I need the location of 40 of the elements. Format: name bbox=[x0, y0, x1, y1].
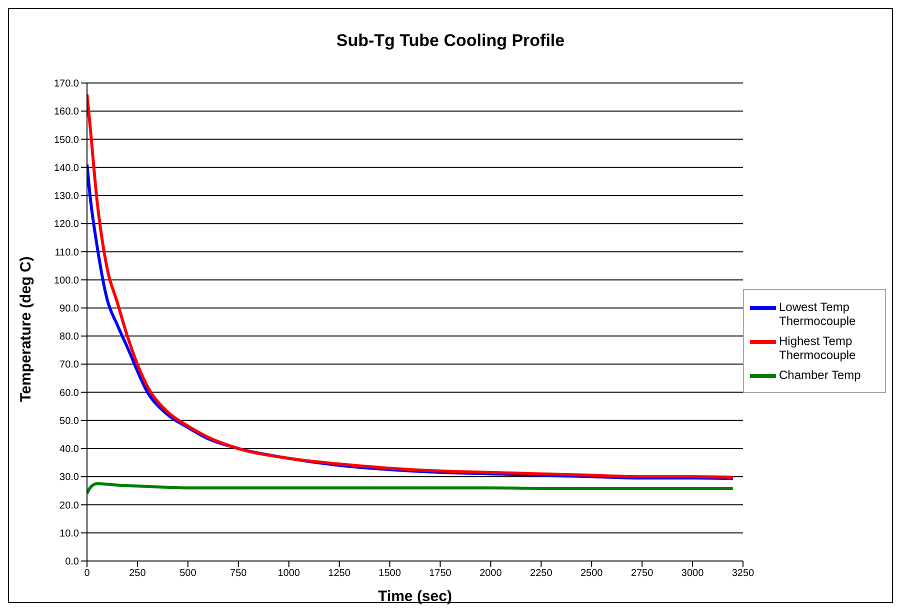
x-tick-label: 500 bbox=[180, 568, 197, 580]
x-tick-label: 250 bbox=[129, 568, 146, 580]
x-tick-label: 1750 bbox=[429, 568, 452, 580]
x-tick-label: 3000 bbox=[681, 568, 704, 580]
legend-label: Chamber Temp bbox=[779, 368, 862, 382]
y-axis-title: Temperature (deg C) bbox=[17, 256, 34, 402]
x-tick-label: 3250 bbox=[732, 568, 755, 580]
y-tick-label: 30.0 bbox=[60, 472, 80, 484]
x-axis-title: Time (sec) bbox=[378, 588, 452, 605]
line-series bbox=[87, 92, 734, 479]
x-tick-label: 0 bbox=[84, 568, 90, 580]
y-tick-label: 0.0 bbox=[65, 556, 80, 568]
y-tick-label: 40.0 bbox=[60, 444, 80, 456]
x-tick-label: 2750 bbox=[630, 568, 654, 580]
y-tick-label: 20.0 bbox=[60, 500, 80, 512]
y-tick-label: 130.0 bbox=[54, 191, 80, 202]
x-tick-label: 1000 bbox=[278, 568, 300, 580]
y-tick-label: 150.0 bbox=[54, 134, 80, 146]
y-tick-label: 170.0 bbox=[54, 78, 80, 90]
legend-label: Highest Temp Thermocouple bbox=[779, 334, 857, 362]
y-tick-label: 70.0 bbox=[60, 360, 80, 371]
line-series bbox=[87, 482, 734, 496]
y-tick-label: 120.0 bbox=[54, 219, 80, 230]
y-tick-label: 140.0 bbox=[54, 162, 80, 174]
x-tick-label: 2000 bbox=[480, 568, 502, 580]
y-tick-label: 100.0 bbox=[54, 275, 80, 286]
legend-label: Lowest Temp Thermocouple bbox=[779, 300, 857, 328]
y-tick-label: 80.0 bbox=[60, 332, 80, 343]
y-tick-label: 10.0 bbox=[60, 528, 80, 540]
x-tick-label: 1250 bbox=[328, 568, 351, 580]
y-tick-label: 50.0 bbox=[60, 416, 80, 427]
x-tick-label: 2500 bbox=[580, 568, 604, 580]
y-tick-label: 160.0 bbox=[54, 106, 80, 118]
y-tick-label: 110.0 bbox=[54, 247, 80, 258]
x-tick-label: 2250 bbox=[530, 568, 553, 580]
chart-title: Sub-Tg Tube Cooling Profile bbox=[335, 31, 566, 52]
y-tick-label: 60.0 bbox=[60, 388, 80, 399]
y-tick-label: 90.0 bbox=[60, 303, 80, 314]
x-tick-label: 750 bbox=[230, 568, 248, 580]
x-tick-label: 1500 bbox=[378, 568, 402, 580]
